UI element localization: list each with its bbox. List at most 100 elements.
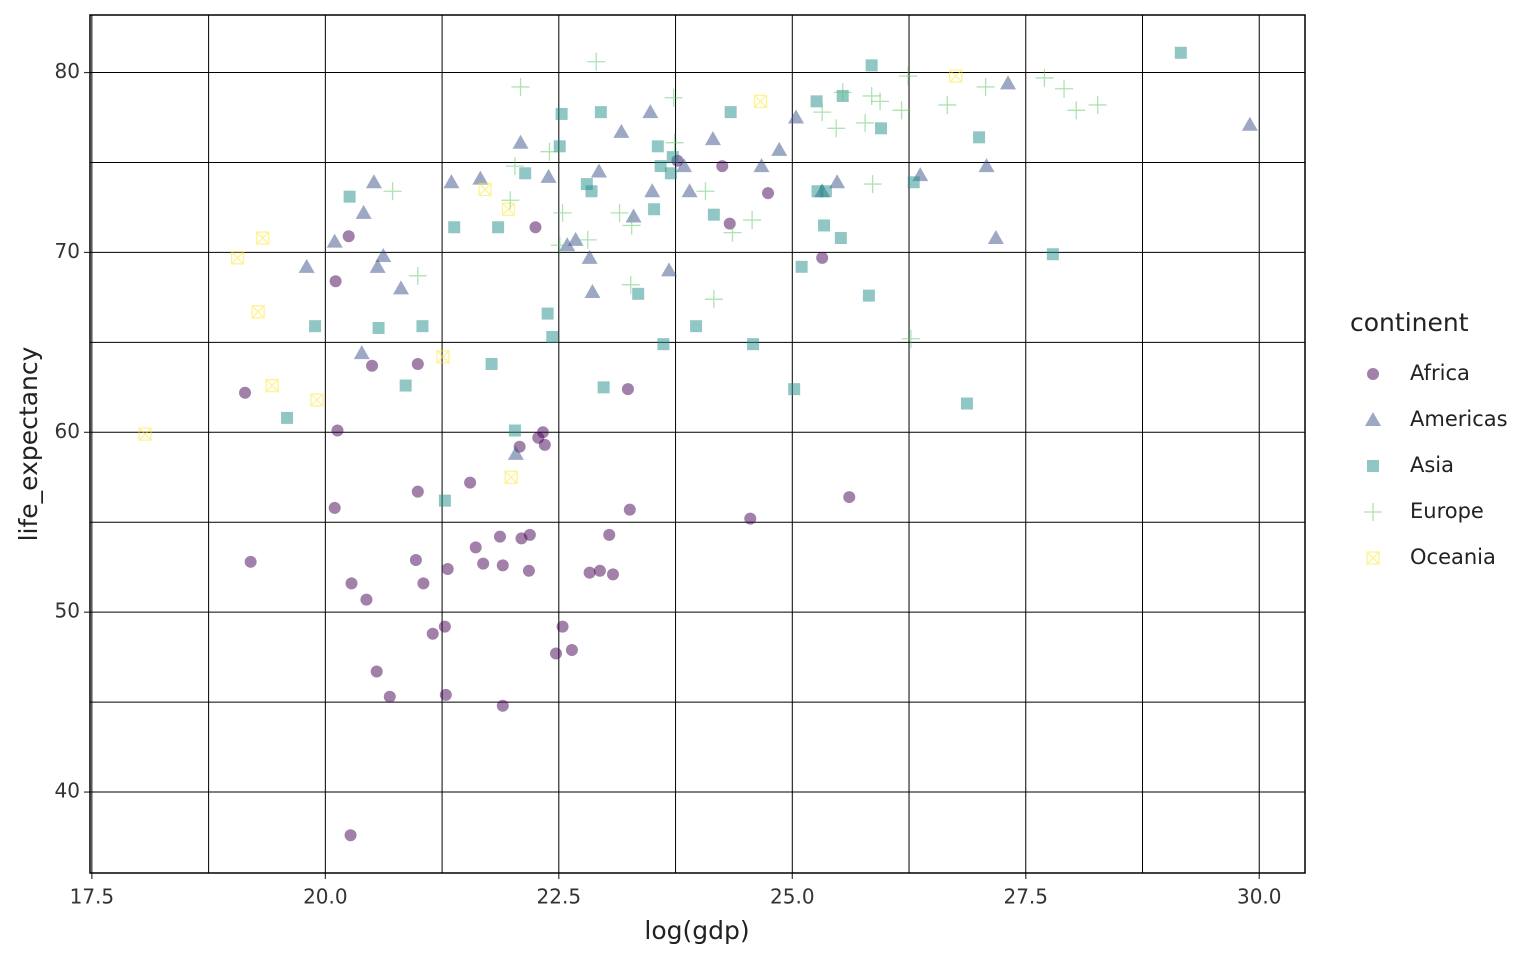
point: [538, 438, 551, 451]
point: [411, 485, 424, 498]
point: [469, 541, 482, 554]
point: [666, 151, 679, 164]
point: [587, 52, 606, 71]
point: [1035, 68, 1054, 87]
point: [960, 397, 973, 410]
point: [344, 829, 357, 842]
point: [621, 383, 634, 396]
point: [366, 359, 379, 372]
point: [1046, 248, 1059, 261]
point: [681, 183, 698, 198]
point: [899, 67, 918, 86]
point: [529, 221, 542, 234]
legend-key: [1367, 368, 1379, 380]
point: [795, 260, 808, 273]
point: [771, 141, 788, 156]
point: [1088, 95, 1107, 114]
point: [399, 379, 412, 392]
point: [369, 258, 386, 273]
x-tick-label: 27.5: [1003, 885, 1048, 909]
point: [409, 554, 422, 567]
series: [138, 69, 963, 484]
point: [664, 167, 677, 180]
point: [651, 140, 664, 153]
point: [743, 211, 762, 230]
point: [256, 231, 270, 245]
point: [1055, 79, 1074, 98]
point: [593, 564, 606, 577]
series: [383, 52, 1107, 348]
point: [610, 203, 629, 222]
point: [438, 620, 451, 633]
point: [550, 236, 569, 255]
point: [621, 275, 640, 294]
point: [603, 528, 616, 541]
point: [355, 204, 372, 219]
point: [863, 175, 882, 194]
x-tick-label: 17.5: [70, 885, 115, 909]
point: [753, 158, 770, 173]
point: [436, 350, 450, 364]
point: [448, 221, 461, 234]
y-tick-label: 80: [55, 59, 80, 83]
point: [512, 134, 529, 149]
point: [578, 230, 597, 249]
point: [343, 190, 356, 203]
legend-key: [1365, 412, 1381, 426]
legend-title: continent: [1350, 308, 1469, 337]
point: [1241, 116, 1258, 131]
point: [644, 183, 661, 198]
point: [239, 386, 252, 399]
point: [438, 494, 451, 507]
point: [744, 512, 757, 525]
point: [281, 411, 294, 424]
point: [365, 174, 382, 189]
point: [833, 83, 852, 102]
point: [696, 182, 715, 201]
point: [555, 107, 568, 120]
point: [310, 393, 324, 407]
point: [907, 176, 920, 189]
point: [622, 216, 641, 235]
legend-label: Americas: [1410, 407, 1508, 431]
point: [892, 101, 911, 120]
point: [522, 564, 535, 577]
point: [492, 221, 505, 234]
point: [477, 557, 490, 570]
point: [625, 208, 642, 223]
legend-label: Oceania: [1410, 545, 1496, 569]
point: [550, 647, 563, 660]
point: [309, 320, 322, 333]
point: [747, 338, 760, 351]
point: [1067, 101, 1086, 120]
point: [507, 445, 524, 460]
point: [511, 77, 530, 96]
point: [329, 275, 342, 288]
point: [345, 577, 358, 590]
point: [519, 167, 532, 180]
point: [664, 88, 683, 107]
point: [810, 95, 823, 108]
point: [408, 266, 427, 285]
point: [901, 329, 920, 348]
point: [478, 182, 492, 197]
point: [583, 566, 596, 579]
point: [856, 113, 875, 132]
point: [331, 424, 344, 437]
point: [875, 122, 888, 135]
point: [704, 290, 723, 309]
point: [827, 119, 846, 138]
point: [546, 330, 559, 343]
point: [818, 219, 831, 232]
point: [485, 357, 498, 370]
point: [707, 208, 720, 221]
point: [788, 383, 801, 396]
point: [553, 203, 572, 222]
y-tick-label: 40: [55, 779, 80, 803]
point: [326, 233, 343, 248]
point: [251, 305, 265, 319]
series: [239, 154, 856, 842]
point: [585, 185, 598, 198]
point: [567, 231, 584, 246]
